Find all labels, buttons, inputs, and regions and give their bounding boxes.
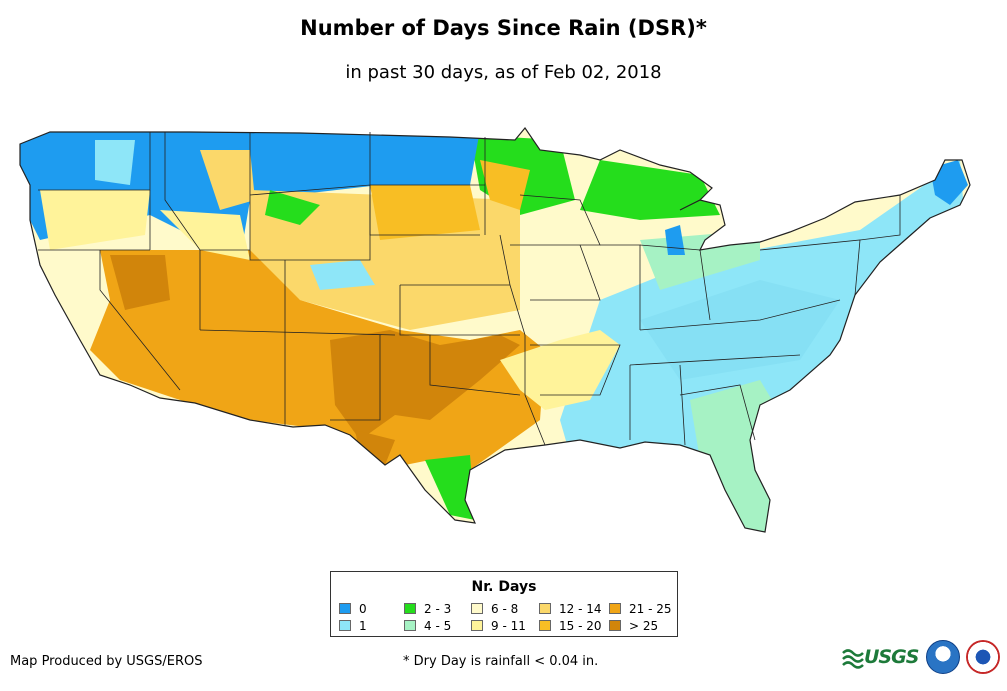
usgs-logo: USGS <box>842 644 920 670</box>
region-9-11-days-idaho <box>160 210 250 260</box>
us-outline <box>19 127 971 533</box>
legend-label: 4 - 5 <box>424 619 452 633</box>
legend-swatch <box>339 620 351 631</box>
region-9-11-days-oregon <box>40 190 150 250</box>
state-borders <box>38 132 931 446</box>
region-2-3-days-texas-coast <box>425 455 475 520</box>
legend: Nr. Days 0 1 2 - 3 4 - 5 6 - 8 9 - 11 12 - 14 1… <box>330 571 678 637</box>
map-credit: Map Produced by USGS/EROS <box>10 654 203 669</box>
legend-label: 12 - 14 <box>559 602 602 616</box>
legend-label: 9 - 11 <box>491 619 526 633</box>
legend-swatch <box>339 603 351 614</box>
map-title: Number of Days Since Rain (DSR)* <box>300 16 707 40</box>
legend-title: Nr. Days <box>471 579 537 595</box>
legend-swatch <box>609 603 621 614</box>
legend-label: 0 <box>359 602 367 616</box>
legend-swatch <box>404 620 416 631</box>
region-over-25-days-southern-plains <box>330 330 520 440</box>
legend-swatch <box>609 620 621 631</box>
region-2-3-days-greatlakes <box>580 160 720 220</box>
usgs-logo-text: USGS <box>864 646 919 668</box>
nws-logo-icon <box>966 640 1000 674</box>
agency-logos: USGS <box>842 640 1007 680</box>
legend-swatch <box>404 603 416 614</box>
legend-swatch <box>471 603 483 614</box>
legend-label: 21 - 25 <box>629 602 672 616</box>
legend-swatch <box>539 620 551 631</box>
usgs-wave-icon <box>842 649 864 669</box>
map-subtitle: in past 30 days, as of Feb 02, 2018 <box>345 62 662 83</box>
legend-label: 15 - 20 <box>559 619 602 633</box>
legend-label: 6 - 8 <box>491 602 519 616</box>
region-12-14-days-montana <box>200 150 255 210</box>
region-0-days-northdakota <box>370 130 480 185</box>
region-4-5-days-southeast <box>690 380 790 532</box>
region-over-25-days-nevada <box>110 255 170 310</box>
legend-swatch <box>539 603 551 614</box>
legend-label: > 25 <box>629 619 659 633</box>
region-1-day-east <box>640 280 840 380</box>
legend-label: 1 <box>359 619 367 633</box>
dry-day-footnote: * Dry Day is rainfall < 0.04 in. <box>403 654 599 669</box>
region-2-3-days-wyoming <box>265 190 320 225</box>
noaa-logo-icon <box>926 640 960 674</box>
legend-label: 2 - 3 <box>424 602 452 616</box>
region-1-day-colorado <box>310 260 375 290</box>
region-15-20-days-southdakota <box>370 185 480 240</box>
region-15-20-days-northdakota <box>480 160 530 210</box>
legend-swatch <box>471 620 483 631</box>
region-9-11-days-south <box>500 330 620 410</box>
region-1-day-northwest <box>95 140 135 185</box>
